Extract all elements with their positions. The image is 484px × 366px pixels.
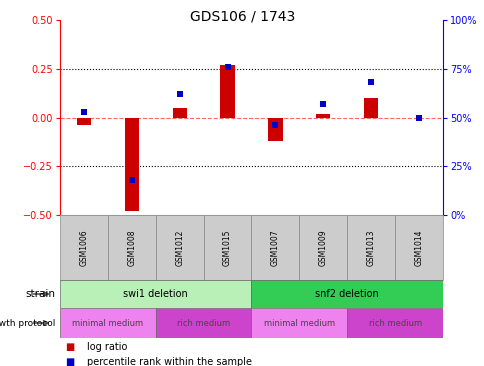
Text: GSM1006: GSM1006	[79, 229, 88, 266]
Bar	[155, 215, 203, 280]
Bar	[268, 117, 282, 141]
Text: rich medium: rich medium	[177, 318, 230, 328]
Bar	[76, 117, 91, 125]
Text: GSM1008: GSM1008	[127, 229, 136, 266]
Bar	[172, 108, 186, 117]
Text: swi1 deletion: swi1 deletion	[123, 289, 188, 299]
Bar	[251, 280, 442, 308]
Bar	[155, 308, 251, 338]
Bar	[347, 215, 394, 280]
Bar	[347, 308, 442, 338]
Bar	[316, 113, 330, 117]
Bar	[203, 215, 251, 280]
Text: strain: strain	[25, 289, 55, 299]
Text: GSM1013: GSM1013	[366, 229, 375, 266]
Bar	[251, 215, 299, 280]
Text: log ratio: log ratio	[87, 342, 127, 352]
Text: minimal medium: minimal medium	[263, 318, 334, 328]
Text: percentile rank within the sample: percentile rank within the sample	[87, 357, 251, 366]
Text: GSM1007: GSM1007	[271, 229, 279, 266]
Text: minimal medium: minimal medium	[72, 318, 143, 328]
Text: GSM1015: GSM1015	[223, 229, 231, 266]
Bar	[60, 215, 107, 280]
Bar	[60, 308, 155, 338]
Text: GSM1014: GSM1014	[414, 229, 423, 266]
Text: ■: ■	[65, 357, 74, 366]
Text: GDS106 / 1743: GDS106 / 1743	[189, 9, 295, 23]
Bar	[251, 308, 347, 338]
Bar	[60, 280, 251, 308]
Text: snf2 deletion: snf2 deletion	[315, 289, 378, 299]
Bar	[124, 117, 139, 211]
Bar	[107, 215, 155, 280]
Bar	[363, 98, 378, 117]
Text: ■: ■	[65, 342, 74, 352]
Text: growth protocol: growth protocol	[0, 318, 55, 328]
Bar	[299, 215, 347, 280]
Text: rich medium: rich medium	[368, 318, 421, 328]
Text: GSM1012: GSM1012	[175, 229, 184, 266]
Bar	[220, 65, 234, 117]
Bar	[394, 215, 442, 280]
Text: GSM1009: GSM1009	[318, 229, 327, 266]
